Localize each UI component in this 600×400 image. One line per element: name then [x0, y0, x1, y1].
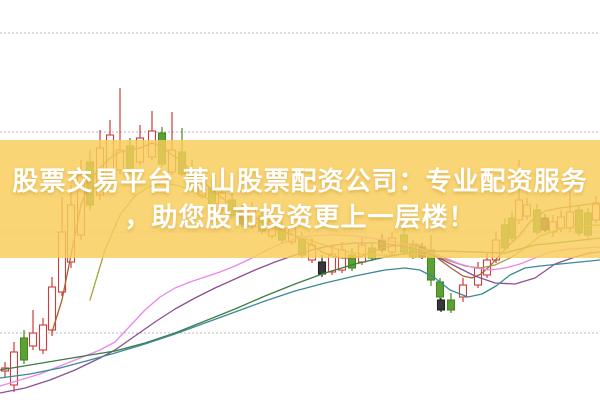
banner-text-line1: 股票交易平台 萧山股票配资公司：专业配资服务	[12, 166, 588, 196]
promo-banner[interactable]: 股票交易平台 萧山股票配资公司：专业配资服务 ，助您股市投资更上一层楼！	[0, 140, 600, 258]
banner-text-line2: ，助您股市投资更上一层楼！	[124, 202, 476, 232]
